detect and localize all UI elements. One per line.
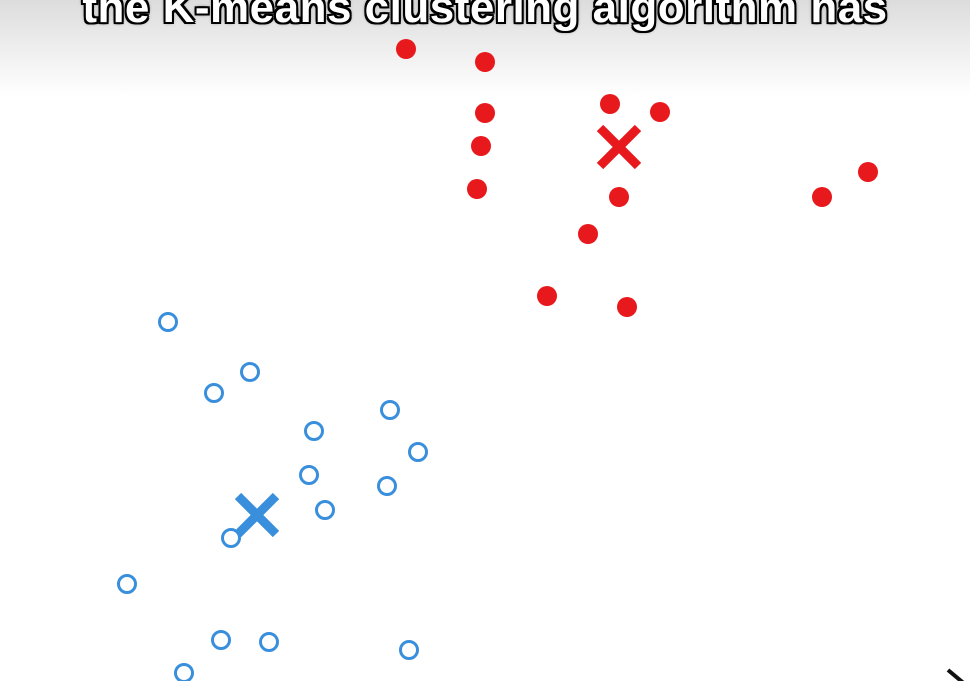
cluster-1-point-12 xyxy=(812,187,832,207)
cluster-2-point-15 xyxy=(174,663,194,681)
cluster-2-point-5 xyxy=(304,421,324,441)
cluster-2-point-11 xyxy=(117,574,137,594)
cluster-1-point-8 xyxy=(609,187,629,207)
cluster-2-point-3 xyxy=(204,383,224,403)
cluster-1-point-7 xyxy=(650,102,670,122)
cluster-1-point-9 xyxy=(578,224,598,244)
cluster-1-point-6 xyxy=(600,94,620,114)
cluster-2-point-12 xyxy=(211,630,231,650)
cluster-1-point-11 xyxy=(617,297,637,317)
cluster-2-point-9 xyxy=(315,500,335,520)
cluster-1-point-1 xyxy=(396,39,416,59)
cluster-1-point-13 xyxy=(858,162,878,182)
cluster-2-centroid-x-icon xyxy=(234,492,280,538)
cluster-2-point-14 xyxy=(399,640,419,660)
cluster-1-point-2 xyxy=(475,52,495,72)
cluster-2-point-7 xyxy=(299,465,319,485)
cluster-2-point-1 xyxy=(158,312,178,332)
cluster-2-point-2 xyxy=(240,362,260,382)
cluster-2-point-4 xyxy=(380,400,400,420)
cluster-1-point-3 xyxy=(475,103,495,123)
cluster-1-point-10 xyxy=(537,286,557,306)
cluster-1-point-5 xyxy=(467,179,487,199)
cluster-1-centroid-x-icon xyxy=(596,124,642,170)
cluster-1-point-4 xyxy=(471,136,491,156)
cluster-2-group xyxy=(117,312,428,681)
subtitle-caption: the K-means clustering algorithm has xyxy=(82,0,888,32)
cluster-2-point-10 xyxy=(221,528,241,548)
cluster-2-point-6 xyxy=(408,442,428,462)
cluster-2-point-8 xyxy=(377,476,397,496)
cluster-1-group xyxy=(396,39,878,317)
cluster-2-point-13 xyxy=(259,632,279,652)
caption-backdrop xyxy=(0,0,970,95)
